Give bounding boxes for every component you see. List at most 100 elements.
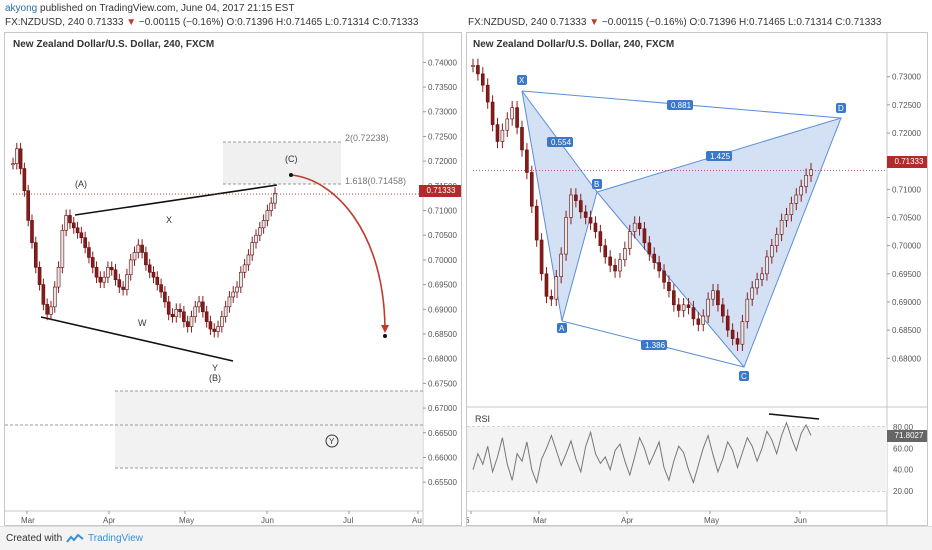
rsi-divergence-line[interactable] bbox=[768, 413, 820, 420]
candle-body bbox=[515, 107, 519, 128]
high-value: H:0.71465 bbox=[739, 17, 786, 28]
label-A: (A) bbox=[75, 179, 87, 189]
candle-body bbox=[745, 298, 750, 322]
x-tick-label: Jul bbox=[343, 516, 353, 525]
last-price: 0.71333 bbox=[87, 17, 124, 28]
left-price-axis-labels: 0.740000.735000.730000.725000.720000.715… bbox=[423, 58, 457, 487]
y-tick-label: 0.73000 bbox=[892, 73, 921, 82]
projection-arrow bbox=[290, 174, 386, 332]
lower-trendline[interactable] bbox=[40, 316, 234, 362]
right-chart-panel[interactable]: New Zealand Dollar/U.S. Dollar, 240, FXC… bbox=[466, 32, 928, 526]
left-price-series bbox=[11, 142, 423, 338]
candle-body bbox=[22, 168, 27, 192]
candle-body bbox=[525, 149, 529, 173]
candle-body bbox=[735, 338, 740, 345]
candle-body bbox=[721, 304, 725, 317]
candle-body bbox=[539, 239, 544, 275]
candle-body bbox=[559, 253, 563, 277]
candle-body bbox=[784, 214, 789, 221]
open-value: O:0.71396 bbox=[226, 17, 274, 28]
y-tick-label: 0.73000 bbox=[428, 108, 457, 117]
candle-body bbox=[83, 237, 87, 248]
candle-body bbox=[75, 227, 80, 234]
arrow-head-icon bbox=[381, 325, 389, 333]
header-bar: akyong published on TradingView.com, Jun… bbox=[0, 0, 932, 32]
created-with-label: Created with bbox=[6, 533, 63, 544]
candle-body bbox=[613, 265, 617, 272]
candle-body bbox=[147, 264, 152, 273]
candle-body bbox=[789, 203, 794, 215]
candle-body bbox=[755, 279, 759, 289]
upper-trendline[interactable] bbox=[74, 184, 278, 216]
candle-body bbox=[696, 318, 701, 325]
candle-body bbox=[691, 307, 696, 320]
candle-body bbox=[750, 287, 755, 300]
price-change: −0.00115 (−0.16%) bbox=[601, 17, 687, 28]
candle-body bbox=[701, 315, 706, 325]
candle-body bbox=[657, 262, 661, 272]
candle-body bbox=[667, 281, 671, 292]
right-time-axis-labels: 6 Mar Apr May Jun bbox=[467, 511, 807, 525]
point-b: B bbox=[594, 180, 599, 189]
candle-body bbox=[178, 309, 182, 313]
y-tick-label: 0.68500 bbox=[428, 330, 457, 339]
x-tick-label: Mar bbox=[533, 516, 547, 525]
ratio-xb-badge bbox=[547, 137, 573, 147]
candle-body bbox=[128, 259, 133, 276]
candle-body bbox=[189, 316, 194, 327]
point-d-badge bbox=[836, 103, 846, 113]
candle-body bbox=[14, 148, 19, 164]
candle-body bbox=[204, 311, 209, 322]
right-chart-svg[interactable]: 0.730000.725000.720000.715000.710000.705… bbox=[467, 33, 928, 526]
label-X: X bbox=[166, 215, 172, 225]
left-chart-panel[interactable]: New Zealand Dollar/U.S. Dollar, 240, FXC… bbox=[4, 32, 462, 526]
candle-body bbox=[90, 257, 95, 268]
point-d: D bbox=[838, 104, 844, 113]
author-link[interactable]: akyong bbox=[5, 3, 38, 14]
candle-body bbox=[520, 127, 524, 151]
candle-body bbox=[79, 232, 84, 238]
high-value: H:0.71465 bbox=[276, 17, 323, 28]
label-Y: Y bbox=[212, 363, 218, 373]
x-tick-label: Jun bbox=[261, 516, 274, 525]
candle-body bbox=[170, 313, 175, 318]
point-c: C bbox=[741, 372, 747, 381]
candle-body bbox=[583, 211, 588, 218]
left-chart-svg[interactable]: 2(0.72238) 1.618(0.71458) 0.74000 0.73500… bbox=[5, 33, 462, 526]
candle-body bbox=[632, 222, 637, 232]
y-tick-label: 0.71000 bbox=[428, 207, 457, 216]
candle-body bbox=[774, 234, 779, 246]
candle-body bbox=[799, 186, 804, 196]
candle-body bbox=[121, 286, 125, 290]
candle-body bbox=[578, 200, 583, 213]
point-c-badge bbox=[739, 371, 749, 381]
symbol-name[interactable]: FX:NZDUSD, 240 bbox=[468, 17, 548, 28]
label-y-circle bbox=[325, 434, 339, 448]
y-tick-label: 0.72000 bbox=[428, 157, 457, 166]
rsi-label: RSI bbox=[475, 414, 490, 424]
candle-body bbox=[554, 276, 559, 300]
label-W: W bbox=[138, 318, 147, 328]
candle-body bbox=[220, 316, 224, 327]
symbol-line-right: FX:NZDUSD, 240 0.71333 ▼ −0.00115 (−0.16… bbox=[468, 17, 881, 28]
symbol-name[interactable]: FX:NZDUSD, 240 bbox=[5, 17, 85, 28]
candle-body bbox=[480, 73, 485, 86]
candle-body bbox=[672, 290, 676, 306]
candle-body bbox=[68, 215, 72, 224]
y-tick-label: 0.66000 bbox=[428, 453, 457, 462]
rsi-tick-label: 80.00 bbox=[893, 423, 914, 432]
candle-body bbox=[760, 273, 764, 280]
candle-body bbox=[495, 124, 500, 142]
candle-body bbox=[216, 326, 220, 332]
candle-body bbox=[239, 271, 243, 288]
tradingview-link[interactable]: TradingView bbox=[88, 533, 144, 544]
projection-start-dot bbox=[289, 173, 293, 177]
symbol-line-left: FX:NZDUSD, 240 0.71333 ▼ −0.00115 (−0.16… bbox=[5, 17, 418, 28]
candle-body bbox=[505, 118, 510, 131]
x-tick-label: Jun bbox=[794, 516, 807, 525]
y-tick-label: 0.69000 bbox=[892, 298, 921, 307]
candle-body bbox=[117, 279, 122, 288]
ratio-xd: 0.881 bbox=[671, 101, 692, 110]
candle-body bbox=[106, 267, 110, 278]
candle-body bbox=[544, 273, 549, 297]
